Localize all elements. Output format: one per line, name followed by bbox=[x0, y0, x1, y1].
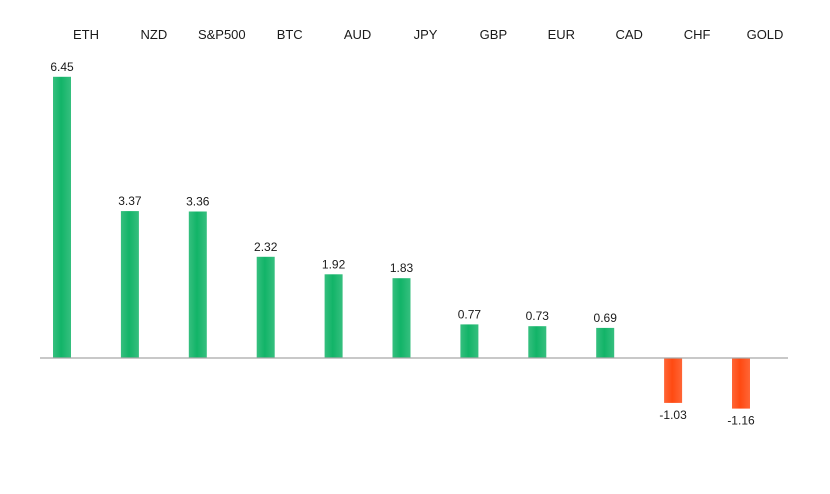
value-label: 3.37 bbox=[118, 194, 142, 208]
value-label: 1.92 bbox=[322, 257, 346, 271]
value-labels: 6.45 3.37 3.36 2.32 1.92 1.83 0.77 0.73 0.69 -1.0… bbox=[50, 60, 755, 428]
bar-gold bbox=[732, 358, 750, 409]
bar-chf bbox=[664, 358, 683, 403]
bars-layer bbox=[53, 76, 750, 409]
value-label: 3.36 bbox=[186, 195, 210, 209]
bar-eth bbox=[53, 76, 71, 359]
category-label: GBP bbox=[480, 27, 507, 42]
value-label: 1.83 bbox=[390, 261, 414, 275]
category-labels: ETH NZD S&P500 BTC AUD JPY GBP EUR CAD CHF GOLD bbox=[73, 27, 783, 42]
value-label: -1.16 bbox=[727, 414, 755, 428]
bar-cad bbox=[596, 327, 615, 358]
value-label: 0.73 bbox=[526, 309, 550, 323]
category-label: CAD bbox=[615, 27, 642, 42]
category-label: ETH bbox=[73, 27, 99, 42]
bar-aud bbox=[324, 274, 343, 358]
bar-nzd bbox=[120, 211, 139, 358]
category-label: JPY bbox=[414, 27, 438, 42]
bar-btc bbox=[256, 256, 275, 358]
category-label: CHF bbox=[684, 27, 711, 42]
category-label: BTC bbox=[277, 27, 303, 42]
value-label: -1.03 bbox=[659, 408, 687, 422]
bar-gbp bbox=[460, 324, 479, 358]
category-label: AUD bbox=[344, 27, 371, 42]
category-label: GOLD bbox=[747, 27, 784, 42]
value-label: 0.77 bbox=[458, 307, 482, 321]
category-label: S&P500 bbox=[198, 27, 246, 42]
value-label: 6.45 bbox=[50, 60, 74, 74]
value-label: 2.32 bbox=[254, 240, 278, 254]
value-label: 0.69 bbox=[594, 311, 618, 325]
category-label: NZD bbox=[141, 27, 168, 42]
bar-eur bbox=[528, 326, 547, 358]
bar-sp500 bbox=[188, 211, 207, 358]
bar-jpy bbox=[392, 278, 411, 358]
category-label: EUR bbox=[548, 27, 575, 42]
